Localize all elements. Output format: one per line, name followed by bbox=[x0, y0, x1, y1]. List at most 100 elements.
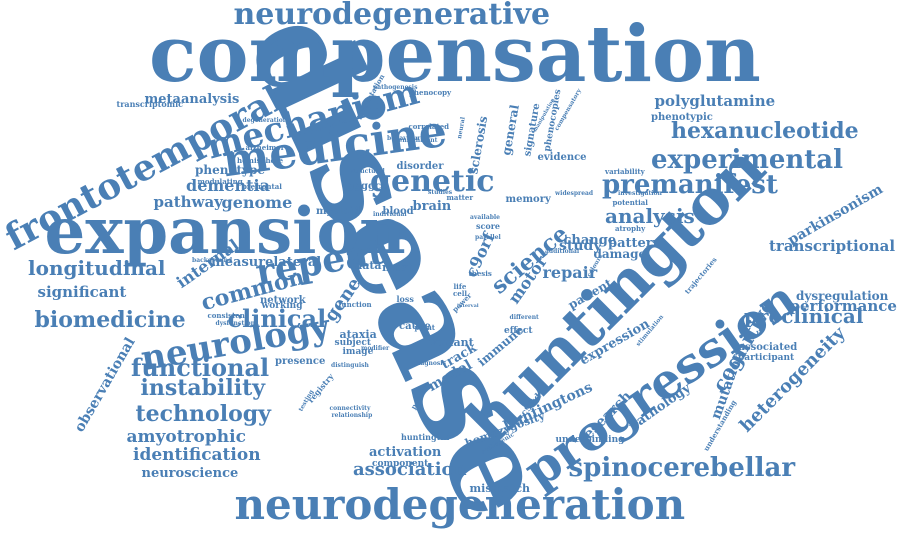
cloud-word: instability bbox=[140, 375, 266, 401]
cloud-word: blood bbox=[382, 206, 414, 217]
cloud-word: neurodegeneration bbox=[234, 480, 686, 529]
cloud-word: brain bbox=[412, 198, 452, 214]
cloud-word: myeloid bbox=[316, 206, 361, 217]
cloud-word: genetic bbox=[370, 164, 495, 199]
cloud-word: pathogenesis bbox=[373, 84, 418, 91]
cloud-word: widespread bbox=[555, 190, 594, 197]
cloud-word: effect bbox=[504, 325, 533, 336]
cloud-word: performance bbox=[789, 296, 897, 315]
cloud-word: transcriptomic bbox=[116, 99, 184, 109]
cloud-word: alzheimer bbox=[245, 142, 285, 152]
cloud-word: matter bbox=[446, 192, 474, 202]
cloud-word: phenocopy bbox=[409, 87, 452, 97]
cloud-word: significant bbox=[37, 282, 127, 301]
cloud-word: participant bbox=[738, 352, 795, 363]
cloud-word: ggggcc bbox=[347, 181, 388, 192]
cloud-word: neurodegenerative bbox=[233, 0, 551, 32]
cloud-word: general bbox=[498, 103, 522, 157]
cloud-word: variant bbox=[430, 335, 474, 349]
cloud-word: amyotrophic bbox=[126, 426, 246, 447]
cloud-word: technology bbox=[135, 401, 271, 427]
cloud-word: underpinning bbox=[555, 434, 625, 445]
cloud-word: different bbox=[509, 314, 539, 321]
cloud-word: clinical bbox=[227, 304, 327, 333]
cloud-word: cell bbox=[453, 288, 468, 298]
cloud-word: connectivity bbox=[329, 405, 371, 412]
cloud-word: studies bbox=[428, 189, 453, 196]
cloud-word: consistent bbox=[207, 310, 249, 320]
cloud-word: modulating bbox=[197, 176, 243, 186]
cloud-word: neural bbox=[456, 116, 467, 140]
cloud-word: network bbox=[260, 295, 306, 306]
cloud-word: metaanalysis bbox=[144, 91, 240, 107]
cloud-word: interval bbox=[457, 302, 479, 309]
cloud-word: genome bbox=[221, 193, 293, 212]
cloud-word: point bbox=[414, 322, 436, 332]
cloud-word: change bbox=[563, 232, 617, 248]
cloud-word: score bbox=[476, 221, 501, 231]
cloud-word: neuroscience bbox=[141, 465, 239, 481]
cloud-word: longitudinal bbox=[28, 256, 166, 280]
cloud-word: polyglutamine bbox=[654, 91, 776, 110]
cloud-word: transcriptional bbox=[769, 236, 896, 255]
cloud-word: spinocerebellar bbox=[568, 453, 796, 483]
cloud-word: hemisphere bbox=[237, 155, 284, 165]
cloud-word: behaviour bbox=[387, 135, 421, 142]
cloud-word: disorder bbox=[396, 161, 444, 172]
cloud-word: biomedicine bbox=[34, 307, 186, 333]
cloud-word: evidence bbox=[537, 152, 587, 163]
cloud-word: analysis bbox=[605, 204, 695, 228]
cloud-word: phenotype bbox=[195, 163, 266, 177]
cloud-word: activation bbox=[369, 444, 442, 460]
cloud-word: dysregulation bbox=[796, 289, 889, 303]
cloud-word: potential bbox=[612, 197, 648, 207]
cloud-word: study bbox=[559, 238, 602, 254]
cloud-word: expansion bbox=[44, 194, 406, 269]
cloud-word: parallel bbox=[475, 234, 501, 241]
cloud-word: cause bbox=[399, 321, 431, 332]
cloud-word: enrichment bbox=[398, 137, 438, 144]
cloud-word: dysfunction bbox=[215, 320, 255, 327]
cloud-word: prefrontal bbox=[242, 181, 282, 191]
cloud-word: association bbox=[353, 459, 467, 480]
cloud-word: pattern bbox=[608, 235, 663, 251]
cloud-word: measurelateral bbox=[211, 254, 322, 270]
cloud-word: correlated bbox=[408, 121, 450, 131]
cloud-word: function bbox=[338, 299, 372, 309]
cloud-word: data bbox=[354, 258, 382, 272]
cloud-word: functional bbox=[131, 353, 270, 382]
cloud-word: distinguish bbox=[331, 362, 369, 369]
cloud-word: degeneration bbox=[242, 117, 288, 124]
cloud-word: image bbox=[342, 346, 374, 357]
cloud-word: background bbox=[192, 257, 233, 264]
cloud-word: thesis bbox=[468, 268, 492, 278]
cloud-word: mismatch bbox=[469, 481, 531, 495]
cloud-word: variability bbox=[605, 166, 645, 176]
cloud-word: memory bbox=[505, 194, 551, 205]
cloud-word: premanifest bbox=[602, 170, 778, 200]
cloud-word: life bbox=[453, 281, 467, 291]
cloud-word: individual bbox=[373, 211, 407, 218]
cloud-word: structural bbox=[351, 168, 385, 175]
cloud-word: associated bbox=[738, 342, 798, 353]
cloud-word: modifier bbox=[361, 345, 390, 352]
cloud-word: atrophy bbox=[615, 223, 646, 233]
cloud-word: huntingtin bbox=[401, 432, 450, 442]
cloud-word: presence bbox=[275, 356, 326, 367]
cloud-word: compensation bbox=[149, 9, 761, 100]
cloud-word: most bbox=[382, 260, 413, 274]
cloud-word: investigation bbox=[618, 190, 662, 197]
cloud-word: loss bbox=[396, 294, 414, 304]
cloud-word: repair bbox=[542, 263, 598, 282]
cloud-word: identification bbox=[133, 444, 261, 465]
cloud-word: working bbox=[261, 300, 303, 311]
cloud-word: ataxia bbox=[339, 327, 377, 341]
cloud-word: experimental bbox=[651, 145, 844, 175]
cloud-word: damage bbox=[593, 247, 647, 261]
cloud-word: pathway bbox=[153, 192, 223, 211]
cloud-word: observational bbox=[71, 335, 139, 435]
cloud-word: component bbox=[372, 458, 429, 469]
cloud-word: relationship bbox=[331, 412, 373, 419]
cloud-word: additional bbox=[545, 248, 580, 255]
